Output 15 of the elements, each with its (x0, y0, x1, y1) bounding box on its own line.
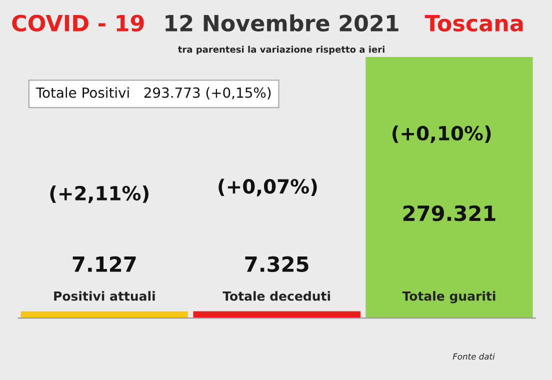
annotation: (+2,11%) (50, 186, 148, 204)
data-label: 7.325 (245, 256, 308, 272)
chart-title: COVID - 19 (12, 14, 144, 32)
text: 12 Novembre 2021 (166, 14, 398, 32)
x-tick-label: Totale deceduti (222, 291, 330, 301)
annotation: Totale Positivi 293.773 (+0,15%) (36, 87, 271, 100)
source-note: Fonte dati (452, 353, 495, 360)
data-label: 279.321 (403, 205, 496, 222)
data-label: 7.127 (72, 256, 136, 272)
annotation: (+0,07%) (218, 178, 317, 196)
x-tick-label: Positivi attuali (54, 291, 155, 301)
x-tick-label: Totale guariti (402, 291, 496, 304)
annotation: (+0,10%) (392, 126, 491, 144)
chart-subtitle: tra parentesi la variazione rispetto a ieri (178, 46, 384, 55)
text: Toscana (424, 15, 523, 32)
